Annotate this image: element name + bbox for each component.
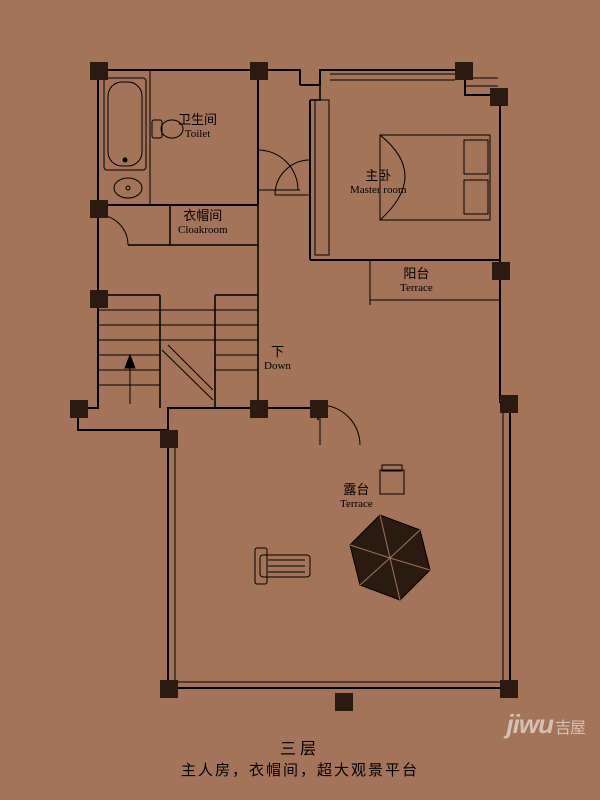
floor-plan-svg: [0, 0, 600, 800]
label-terrace-cn: 阳台: [400, 266, 433, 282]
label-master: 主卧 Master room: [350, 168, 407, 197]
caption: 三层 主人房，衣帽间，超大观景平台: [0, 735, 600, 780]
pillar: [500, 395, 518, 413]
label-down-en: Down: [264, 360, 291, 373]
pillar: [492, 262, 510, 280]
label-terrace: 阳台 Terrace: [400, 266, 433, 295]
label-terrace-en: Terrace: [400, 282, 433, 295]
pillar: [90, 290, 108, 308]
pillar: [160, 680, 178, 698]
label-toilet-en: Toilet: [178, 128, 217, 141]
pillar: [455, 62, 473, 80]
floor-plan-container: 卫生间 Toilet 衣帽间 Cloakroom 主卧 Master room …: [0, 0, 600, 800]
pillar: [90, 200, 108, 218]
label-cloakroom-en: Cloakroom: [178, 224, 228, 237]
label-toilet: 卫生间 Toilet: [178, 112, 217, 141]
label-down: 下 Down: [264, 344, 291, 373]
pillar: [310, 400, 328, 418]
label-toilet-cn: 卫生间: [178, 112, 217, 128]
label-deck: 露台 Terrace: [340, 482, 373, 511]
label-deck-en: Terrace: [340, 498, 373, 511]
label-master-cn: 主卧: [350, 168, 407, 184]
pillar: [500, 680, 518, 698]
pillar: [90, 62, 108, 80]
caption-line2: 主人房，衣帽间，超大观景平台: [0, 759, 600, 780]
pillar: [250, 400, 268, 418]
caption-line1: 三层: [0, 735, 600, 759]
pillar: [250, 62, 268, 80]
pillar: [70, 400, 88, 418]
label-cloakroom-cn: 衣帽间: [178, 208, 228, 224]
pillar: [490, 88, 508, 106]
label-cloakroom: 衣帽间 Cloakroom: [178, 208, 228, 237]
label-deck-cn: 露台: [340, 482, 373, 498]
label-master-en: Master room: [350, 184, 407, 197]
label-down-cn: 下: [264, 344, 291, 360]
pillar: [160, 430, 178, 448]
pillar: [335, 693, 353, 711]
